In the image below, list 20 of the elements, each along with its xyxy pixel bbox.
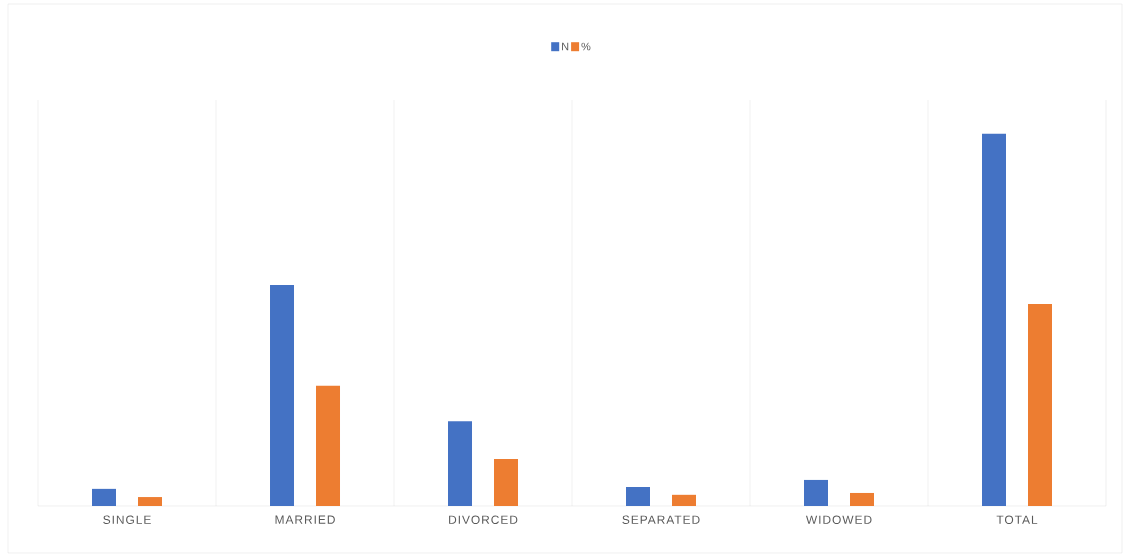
bar	[138, 497, 163, 506]
bar	[448, 421, 473, 506]
bar	[1028, 303, 1052, 506]
legend-label: %	[581, 42, 591, 51]
bar	[316, 385, 341, 506]
bar	[672, 494, 696, 506]
legend-label: N	[562, 42, 569, 51]
bar	[270, 284, 295, 506]
bar	[850, 492, 874, 506]
x-tick-label: TOTAL	[996, 515, 1038, 524]
bar	[982, 133, 1006, 506]
x-tick-label: MARRIED	[275, 515, 335, 524]
x-tick-label: DIVORCED	[449, 515, 518, 524]
bar	[494, 459, 519, 506]
x-tick-label: WIDOWED	[805, 515, 872, 524]
bar	[804, 479, 828, 506]
bar	[626, 487, 650, 506]
bar	[92, 488, 117, 506]
x-tick-label: SINGLE	[103, 515, 151, 524]
x-tick-label: SEPARATED	[622, 515, 700, 524]
